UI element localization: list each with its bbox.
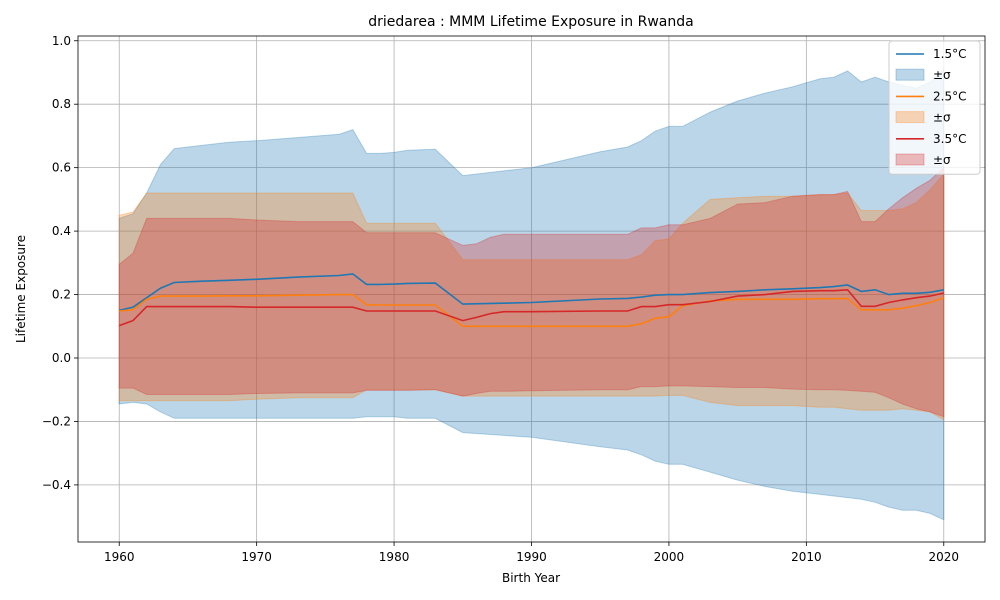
std-band-2 — [118, 166, 945, 418]
x-tick-label: 1960 — [104, 550, 135, 564]
y-tick-label: −0.4 — [42, 478, 71, 492]
std-bands — [118, 68, 945, 521]
legend-label: 3.5°C — [933, 132, 966, 146]
std-band-1 — [118, 172, 945, 421]
x-tick-label: 1970 — [241, 550, 272, 564]
y-axis-label: Lifetime Exposure — [14, 235, 28, 343]
legend-label: 2.5°C — [933, 89, 966, 103]
series-line-1 — [119, 293, 945, 328]
x-axis-ticks: 1960 1970 1980 1990 2000 2010 2020 — [104, 542, 959, 564]
chart-title: driedarea : MMM Lifetime Exposure in Rwa… — [368, 14, 693, 30]
x-tick-label: 2000 — [654, 550, 685, 564]
legend-band-swatch — [895, 153, 925, 166]
series-line-2 — [118, 288, 944, 327]
legend-band-label: ±σ — [933, 153, 951, 167]
legend: 1.5°C ±σ 2.5°C ±σ 3.5°C ±σ — [888, 40, 981, 175]
y-tick-label: 0.0 — [52, 351, 71, 365]
x-tick-label: 2010 — [791, 550, 822, 564]
x-axis-label: Birth Year — [502, 571, 560, 585]
y-axis-ticks: −0.4 −0.2 0.0 0.2 0.4 0.6 0.8 1.0 — [42, 34, 78, 492]
legend-band-label: ±σ — [933, 68, 951, 82]
legend-band-swatch — [895, 111, 925, 124]
legend-label: 1.5°C — [933, 47, 966, 61]
y-tick-label: 0.2 — [52, 288, 71, 302]
y-tick-label: 0.4 — [52, 224, 71, 238]
legend-box — [888, 40, 981, 175]
series-line-0 — [119, 273, 944, 312]
std-band-0 — [118, 68, 945, 521]
y-tick-label: 0.8 — [52, 97, 71, 111]
x-tick-label: 2020 — [928, 550, 959, 564]
series-lines — [118, 273, 945, 328]
x-tick-label: 1990 — [516, 550, 547, 564]
legend-band-swatch — [895, 68, 925, 81]
y-tick-label: 1.0 — [52, 34, 71, 48]
legend-band-label: ±σ — [933, 111, 951, 125]
y-tick-label: 0.6 — [52, 161, 71, 175]
y-tick-label: −0.2 — [42, 414, 71, 428]
x-tick-label: 1980 — [379, 550, 410, 564]
